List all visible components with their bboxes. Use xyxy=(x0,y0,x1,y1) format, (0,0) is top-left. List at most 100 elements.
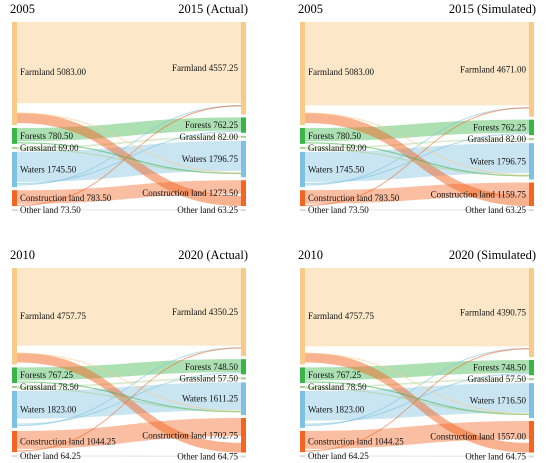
node-left-grassland xyxy=(12,146,17,149)
node-left-forests xyxy=(300,128,305,144)
flow-construction-land-persist xyxy=(17,418,241,449)
flow-construction-land-to-farmland xyxy=(305,107,529,207)
node-right-farmland xyxy=(529,22,534,117)
panel-right-title: 2015 (Actual) xyxy=(178,2,248,16)
flow-waters-to-farmland xyxy=(305,107,529,186)
flow-farmland-to-waters xyxy=(305,112,529,176)
label-right-other-land: Other land 64.75 xyxy=(177,452,238,462)
label-right-farmland: Farmland 4390.75 xyxy=(460,307,526,317)
flow-farmland-to-construction-land xyxy=(17,112,241,207)
flow-construction-land-to-farmland xyxy=(17,105,241,207)
node-right-grassland xyxy=(241,135,246,138)
label-right-grassland: Grassland 57.50 xyxy=(180,373,239,383)
label-left-waters: Waters 1823.00 xyxy=(20,404,77,414)
label-right-construction-land: Construction land 1702.75 xyxy=(142,430,238,440)
label-right-waters: Waters 1716.50 xyxy=(470,396,527,406)
flow-forests-to-waters xyxy=(17,142,241,175)
label-left-other-land: Other land 64.25 xyxy=(20,451,81,461)
node-right-other-land xyxy=(241,455,246,458)
flow-forests-persist xyxy=(305,359,529,381)
label-left-construction-land: Construction land 1044.25 xyxy=(20,437,116,447)
flow-farmland-to-construction-land xyxy=(17,352,241,453)
flow-farmland-persist xyxy=(305,22,529,106)
node-right-grassland xyxy=(529,378,534,381)
node-right-other-land xyxy=(529,209,534,212)
label-right-other-land: Other land 63.25 xyxy=(465,205,526,215)
label-right-forests: Forests 762.25 xyxy=(473,122,527,132)
node-right-farmland xyxy=(241,268,246,357)
node-right-other-land xyxy=(529,455,534,458)
label-right-grassland: Grassland 57.50 xyxy=(468,374,527,384)
node-right-grassland xyxy=(241,377,246,380)
label-left-farmland: Farmland 5083.00 xyxy=(308,67,374,77)
label-left-grassland: Grassland 78.50 xyxy=(20,382,79,392)
flow-farmland-to-construction-land xyxy=(305,352,529,453)
node-right-construction-land xyxy=(241,418,246,453)
flow-other-land-persist xyxy=(17,455,241,458)
label-left-forests: Forests 780.50 xyxy=(308,131,362,141)
flow-waters-to-forests xyxy=(17,372,241,425)
node-left-waters xyxy=(300,151,305,188)
panel-left-year: 2005 xyxy=(10,2,35,16)
label-right-farmland: Farmland 4350.25 xyxy=(172,307,238,317)
label-left-grassland: Grassland 69.00 xyxy=(308,143,367,153)
label-left-forests: Forests 767.25 xyxy=(308,370,362,380)
flow-waters-to-farmland xyxy=(305,348,529,427)
flow-group xyxy=(305,268,529,458)
node-right-forests xyxy=(529,359,534,376)
node-left-waters xyxy=(12,151,17,188)
flow-construction-land-persist xyxy=(17,180,241,204)
label-right-construction-land: Construction land 1557.00 xyxy=(430,432,526,442)
node-left-other-land xyxy=(12,209,17,212)
flow-other-land-persist xyxy=(17,209,241,211)
label-left-farmland: Farmland 4757.75 xyxy=(308,311,374,321)
label-right-forests: Forests 748.50 xyxy=(185,362,239,372)
panel-right-title: 2015 (Simulated) xyxy=(449,2,536,16)
flow-farmland-to-waters xyxy=(17,112,241,174)
node-left-farmland xyxy=(12,268,17,365)
sankey-panel-3: 2010 2020 (Actual) Farmland 4757.75 Forests… xyxy=(10,248,248,462)
node-right-waters xyxy=(241,140,246,178)
flow-waters-to-farmland xyxy=(17,105,241,186)
flow-waters-to-forests xyxy=(17,130,241,185)
node-left-forests xyxy=(300,367,305,383)
node-left-grassland xyxy=(12,385,17,388)
label-right-farmland: Farmland 4557.25 xyxy=(172,63,238,73)
flow-construction-land-to-farmland xyxy=(17,347,241,452)
label-right-construction-land: Construction land 1159.75 xyxy=(431,189,527,199)
node-right-forests xyxy=(241,359,246,375)
label-right-grassland: Grassland 82.00 xyxy=(180,132,239,142)
flow-farmland-to-waters xyxy=(17,352,241,412)
label-left-construction-land: Construction land 1044.25 xyxy=(308,437,404,447)
flow-forests-persist xyxy=(17,117,241,142)
flow-waters-to-farmland xyxy=(17,347,241,427)
flow-forests-to-waters xyxy=(17,381,241,413)
sankey-panel-1: 2005 2015 (Actual) Farmland 5083.00 Forests… xyxy=(10,2,248,215)
flow-waters-to-forests xyxy=(305,132,529,185)
flow-construction-land-persist xyxy=(305,420,529,449)
label-right-farmland: Farmland 4671.00 xyxy=(460,64,526,74)
panel-left-year: 2010 xyxy=(298,248,323,262)
node-right-waters xyxy=(529,383,534,418)
label-left-farmland: Farmland 5083.00 xyxy=(20,67,86,77)
node-left-waters xyxy=(12,390,17,428)
flow-grassland-to-waters xyxy=(305,387,529,415)
panel-right-title: 2020 (Actual) xyxy=(178,248,248,262)
flow-grassland-to-waters xyxy=(305,148,529,177)
node-right-farmland xyxy=(241,22,246,115)
node-left-farmland xyxy=(300,268,305,365)
panel-left-year: 2005 xyxy=(298,2,323,16)
label-right-waters: Waters 1611.25 xyxy=(182,394,238,404)
label-left-waters: Waters 1823.00 xyxy=(308,404,365,414)
flow-group xyxy=(17,22,241,211)
flow-other-land-persist xyxy=(305,455,529,458)
label-left-waters: Waters 1745.50 xyxy=(308,165,365,175)
node-left-farmland xyxy=(300,22,305,126)
node-left-grassland xyxy=(300,146,305,149)
node-right-waters xyxy=(241,382,246,416)
label-left-forests: Forests 767.25 xyxy=(20,370,74,380)
flow-farmland-persist xyxy=(305,268,529,347)
flow-farmland-persist xyxy=(17,268,241,346)
sankey-panel-4: 2010 2020 (Simulated) Farmland 4757.75 Fore… xyxy=(298,248,536,462)
